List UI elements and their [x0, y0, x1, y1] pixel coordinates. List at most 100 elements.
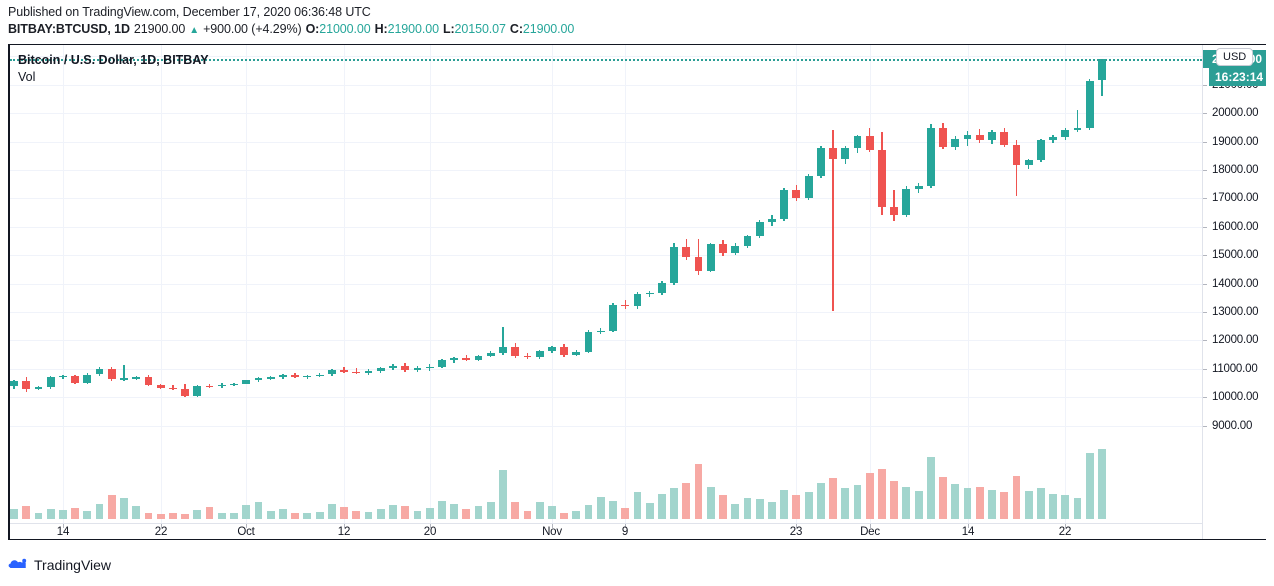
volume-bar: [706, 486, 715, 519]
price-axis-tick: [1203, 198, 1207, 200]
price-axis-label: 15000.00: [1212, 249, 1259, 262]
grid-line-vertical: [161, 45, 162, 523]
candle-body: [425, 366, 434, 369]
price-axis-label: 13000.00: [1212, 306, 1259, 318]
candle-body: [816, 147, 825, 176]
grid-line-horizontal: [10, 397, 1202, 399]
candle-wick: [355, 367, 357, 374]
volume-bar: [169, 513, 177, 519]
volume-bar: [22, 506, 31, 519]
candle-body: [364, 371, 373, 373]
candle-body: [975, 134, 984, 140]
time-axis-label: 23: [789, 526, 803, 538]
candle-body: [46, 377, 55, 388]
price-axis-label: 12000.00: [1212, 334, 1259, 347]
time-axis[interactable]: 14 22 Oct 12 20 Nov 9 23 Dec 14 22: [10, 523, 1202, 539]
close-label: C:: [509, 22, 523, 36]
volume-bar: [878, 468, 886, 519]
grid-line-horizontal: [10, 368, 1202, 370]
time-axis-label: 22: [1058, 526, 1072, 538]
candle-body: [682, 246, 691, 258]
grid-line-vertical: [796, 45, 797, 523]
volume-bar: [156, 514, 165, 519]
volume-bar: [645, 502, 654, 519]
grid-line-vertical: [1065, 45, 1066, 523]
tradingview-logo-icon: [8, 558, 27, 569]
volume-bar: [853, 485, 862, 519]
volume-bar: [670, 488, 679, 519]
time-axis-label: 14: [56, 526, 70, 538]
candle-wick: [624, 300, 626, 309]
time-axis-tick: [625, 524, 626, 528]
candle-body: [303, 375, 312, 378]
candle-body: [1061, 129, 1070, 138]
volume-bar: [315, 512, 324, 519]
close-value: 21900.00: [522, 22, 575, 36]
price-axis-label: 17000.00: [1212, 192, 1259, 205]
time-axis-label: Nov: [542, 526, 562, 538]
volume-bar: [242, 505, 251, 519]
candle-wick: [502, 326, 504, 355]
price-axis-tick: [1203, 425, 1207, 427]
candle-body: [621, 304, 630, 307]
time-axis-label: 20: [423, 526, 437, 538]
candle-body: [413, 367, 422, 370]
price-axis-tick: [1203, 141, 1207, 143]
candle-body: [523, 355, 532, 358]
volume-bar: [694, 464, 703, 519]
grid-line-vertical: [870, 45, 871, 523]
candle-body: [560, 347, 568, 356]
volume-bar: [254, 502, 263, 519]
time-axis-tick: [161, 524, 162, 528]
currency-badge[interactable]: USD: [1216, 48, 1254, 67]
time-axis-tick: [870, 524, 871, 528]
volume-bar: [633, 492, 642, 519]
price-axis-tick: [1203, 340, 1207, 342]
chart-plot-area[interactable]: Bitcoin / U.S. Dollar, 1D, BITBAY Vol: [10, 45, 1202, 523]
volume-bar: [486, 502, 495, 519]
high-label: H:: [374, 22, 388, 36]
price-axis-label: 20000.00: [1212, 107, 1259, 120]
candle-body: [437, 360, 446, 367]
time-axis-label: Dec: [860, 526, 880, 538]
volume-bar: [205, 507, 214, 519]
candle-body: [780, 190, 789, 220]
candle-body: [279, 374, 287, 378]
candle-wick: [1015, 139, 1018, 197]
candle-body: [1036, 140, 1045, 161]
candle-body: [768, 219, 776, 222]
time-axis-tick: [430, 524, 431, 528]
candle-body: [1049, 137, 1057, 141]
grid-line-horizontal: [10, 340, 1202, 342]
time-axis-label: 22: [154, 526, 168, 538]
candle-body: [609, 304, 617, 331]
volume-bar: [144, 513, 153, 519]
candle-body: [401, 365, 410, 370]
volume-bar: [1049, 493, 1057, 519]
volume-bar: [780, 489, 789, 519]
volume-bar: [352, 511, 361, 519]
volume-bar: [511, 502, 520, 519]
volume-bar: [364, 512, 373, 519]
price-axis[interactable]: 22000.0021000.0020000.0019000.0018000.00…: [1202, 45, 1266, 539]
candle-body: [572, 351, 581, 356]
volume-bar: [95, 503, 104, 519]
candle-body: [389, 365, 397, 369]
candle-body: [694, 257, 703, 271]
grid-line-vertical: [344, 45, 345, 523]
volume-bar: [1073, 498, 1082, 519]
volume-bar: [572, 511, 581, 519]
volume-bar: [682, 482, 691, 519]
volume-bar: [560, 512, 568, 519]
candle-body: [107, 368, 116, 380]
price-axis-tick: [1203, 169, 1207, 171]
candle-body: [120, 378, 128, 380]
candle-body: [731, 245, 740, 253]
time-axis-tick: [344, 524, 345, 528]
price-axis-label: 19000.00: [1212, 135, 1259, 148]
candle-body: [352, 371, 361, 374]
candle-body: [1085, 80, 1094, 128]
volume-bar: [474, 505, 483, 519]
volume-bar: [1024, 491, 1033, 519]
candle-body: [547, 347, 556, 352]
